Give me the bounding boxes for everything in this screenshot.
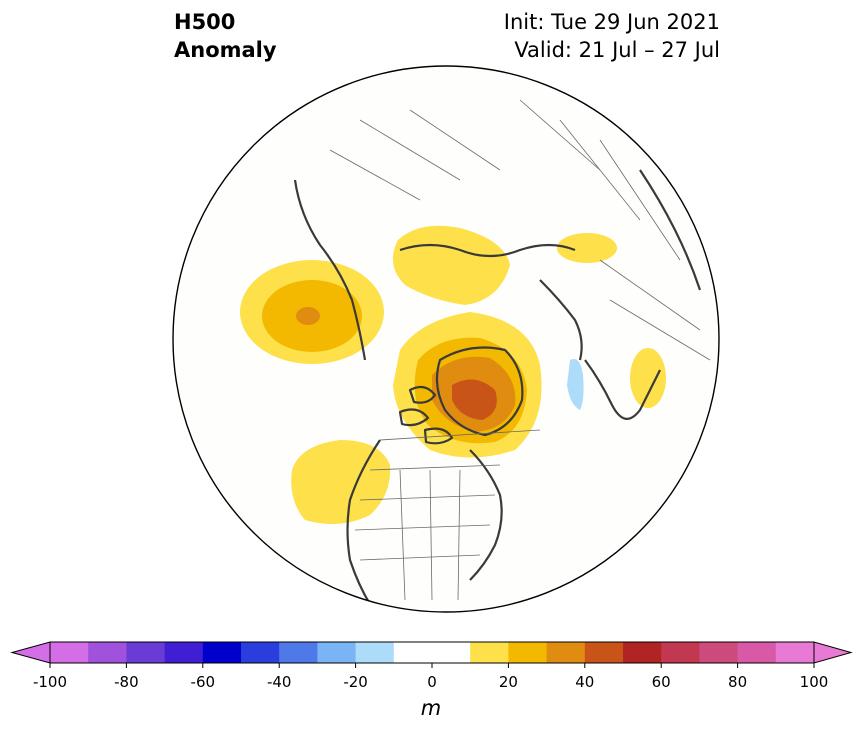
colorbar-unit: m xyxy=(420,696,442,720)
colorbar-cells xyxy=(10,641,853,668)
anomaly-central-siberia xyxy=(557,233,617,263)
colorbar-cell xyxy=(202,642,242,663)
colorbar-cell xyxy=(623,642,662,663)
colorbar-tick-label: 80 xyxy=(728,673,748,691)
colorbar-extend-low xyxy=(10,641,51,664)
colorbar-tick-label: 40 xyxy=(575,673,595,691)
map-boundary xyxy=(172,65,720,613)
colorbar-tick-label: 0 xyxy=(427,673,437,691)
title-line-1: H500 xyxy=(174,10,236,34)
colorbar-cell xyxy=(241,642,280,663)
colorbar-cell xyxy=(546,642,586,663)
anomaly-alaska xyxy=(240,260,384,364)
colorbar-cell xyxy=(126,642,166,663)
colorbar-cell xyxy=(508,642,548,663)
title-line-2: Anomaly xyxy=(174,38,277,62)
colorbar-cell xyxy=(432,642,471,663)
map-title: H500 Anomaly xyxy=(174,8,277,64)
anomaly-pacific-nw xyxy=(291,440,391,524)
colorbar-cell xyxy=(50,642,89,663)
anomaly-shading xyxy=(240,99,711,612)
colorbar-cell xyxy=(88,642,127,663)
init-date: Init: Tue 29 Jun 2021 xyxy=(503,10,720,34)
colorbar-tick-label: 100 xyxy=(799,673,829,691)
anomaly-greenland xyxy=(393,312,542,458)
colorbar xyxy=(10,641,853,668)
colorbar-tick-label: 20 xyxy=(498,673,518,691)
colorbar-cell xyxy=(279,642,318,663)
colorbar-cell xyxy=(737,642,777,663)
colorbar-cell xyxy=(699,642,739,663)
colorbar-cell xyxy=(355,642,395,663)
colorbar-tick-label: -100 xyxy=(32,673,68,691)
anomaly-scandinavia-negative xyxy=(567,359,584,410)
colorbar-tick-label: -60 xyxy=(190,673,216,691)
valid-range: Valid: 21 Jul – 27 Jul xyxy=(514,38,720,62)
colorbar-tick-label: -80 xyxy=(114,673,139,691)
anomaly-europe xyxy=(630,348,666,408)
colorbar-cell xyxy=(775,642,815,663)
colorbar-cell xyxy=(317,642,357,663)
polar-map xyxy=(172,65,720,613)
colorbar-outline xyxy=(49,641,815,664)
colorbar-extend-high xyxy=(813,641,853,664)
colorbar-cell xyxy=(393,642,433,663)
coastlines xyxy=(293,169,702,612)
colorbar-cell xyxy=(584,642,624,663)
colorbar-tick-label: -40 xyxy=(266,673,292,691)
political-borders xyxy=(329,99,711,601)
colorbar-tick-label: -20 xyxy=(343,673,368,691)
colorbar-cell xyxy=(164,642,204,663)
colorbar-tick-label: 60 xyxy=(651,673,671,691)
date-info: Init: Tue 29 Jun 2021 Valid: 21 Jul – 27… xyxy=(504,8,720,64)
colorbar-cell xyxy=(661,642,700,663)
colorbar-cell xyxy=(470,642,509,663)
